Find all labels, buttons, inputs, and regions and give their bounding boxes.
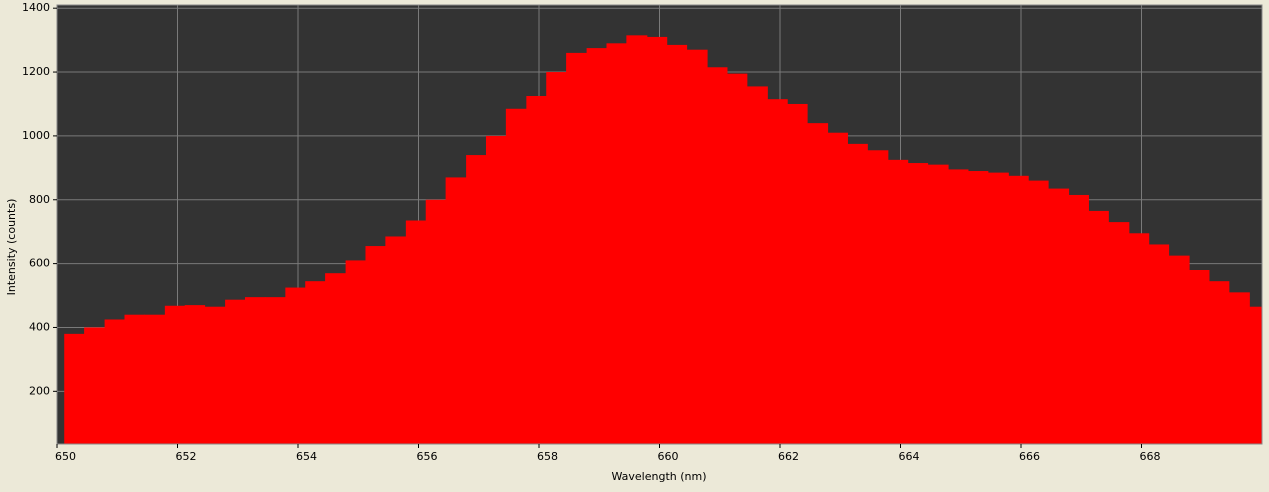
bar — [887, 159, 909, 444]
bar — [726, 73, 748, 444]
bar — [526, 95, 547, 444]
bar — [1048, 188, 1070, 444]
bar — [666, 44, 688, 444]
bar — [264, 297, 286, 444]
bar — [626, 35, 648, 444]
bar — [84, 327, 106, 444]
x-tick-label: 666 — [1019, 450, 1040, 463]
bar — [104, 319, 125, 444]
bar — [285, 287, 306, 444]
bar — [184, 305, 206, 444]
x-tick-label: 664 — [899, 450, 920, 463]
bar — [445, 177, 467, 444]
bar — [807, 123, 829, 444]
x-tick-label: 652 — [176, 450, 197, 463]
bar — [305, 281, 326, 444]
bar — [606, 43, 627, 444]
bar — [586, 48, 607, 444]
x-tick-label: 660 — [658, 450, 679, 463]
bar — [385, 236, 407, 444]
bar — [144, 314, 166, 444]
bar — [466, 155, 487, 444]
bar — [948, 169, 969, 444]
y-tick-label: 400 — [29, 320, 50, 333]
bar — [1128, 233, 1150, 444]
x-tick-label: 656 — [417, 450, 438, 463]
bar — [967, 171, 989, 444]
bar — [907, 163, 929, 444]
bar — [1168, 255, 1190, 444]
x-tick-label: 654 — [296, 450, 317, 463]
bar — [707, 67, 728, 444]
bar — [1028, 180, 1049, 444]
bar — [244, 297, 266, 444]
bar — [686, 49, 708, 444]
bar — [164, 305, 186, 444]
bar — [646, 36, 668, 444]
bar — [1208, 281, 1230, 444]
y-tick-label: 800 — [29, 193, 50, 206]
bar — [1108, 222, 1130, 444]
bar — [767, 99, 788, 444]
bar — [987, 172, 1009, 444]
x-tick-label: 662 — [778, 450, 799, 463]
bar — [365, 246, 386, 444]
bar — [1068, 194, 1089, 444]
y-tick-label: 600 — [29, 257, 50, 270]
bar — [546, 72, 567, 444]
y-axis-label: Intensity (counts) — [5, 199, 18, 296]
bar — [325, 273, 347, 444]
x-tick-label: 668 — [1140, 450, 1161, 463]
bar — [1249, 306, 1262, 444]
bar — [485, 135, 507, 444]
bar — [225, 299, 246, 444]
bar — [1088, 210, 1109, 444]
bar — [345, 260, 366, 444]
bar — [1148, 244, 1170, 444]
bar — [124, 314, 145, 444]
bars — [64, 35, 1262, 444]
bar — [927, 164, 949, 444]
y-tick-label: 1400 — [22, 1, 50, 14]
y-tick-label: 1000 — [22, 129, 50, 142]
x-tick-label: 650 — [55, 450, 76, 463]
bar — [405, 220, 427, 444]
bar — [204, 306, 226, 444]
x-tick-label: 658 — [537, 450, 558, 463]
y-tick-label: 200 — [29, 384, 50, 397]
y-tick-label: 1200 — [22, 65, 50, 78]
bar — [746, 86, 768, 444]
bar — [1228, 292, 1250, 444]
bar — [64, 333, 85, 444]
bar — [505, 108, 527, 444]
x-axis-label: Wavelength (nm) — [611, 470, 706, 483]
bar — [1189, 269, 1210, 444]
bar — [787, 103, 808, 444]
bar — [827, 132, 848, 444]
bar — [566, 52, 588, 444]
bar — [867, 150, 889, 444]
bar — [425, 199, 447, 444]
bar — [847, 143, 868, 444]
bar — [1008, 175, 1029, 444]
